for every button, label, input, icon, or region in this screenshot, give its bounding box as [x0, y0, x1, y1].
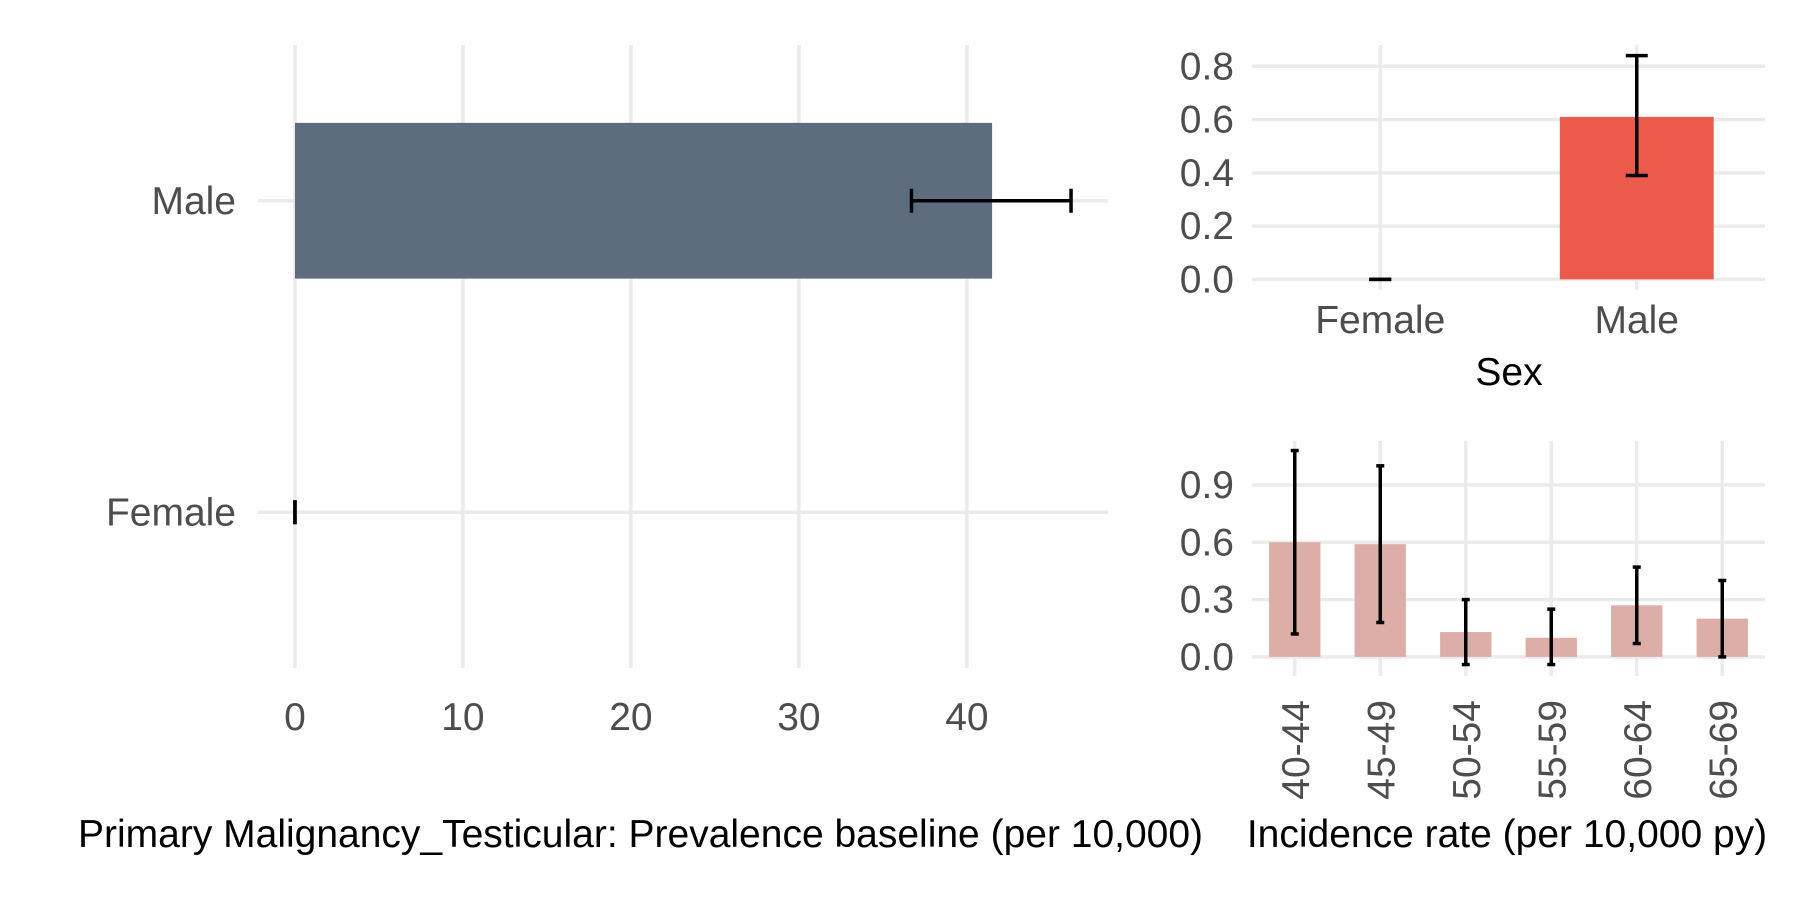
sex-axis-title: Sex — [1475, 351, 1543, 394]
x-tick-label: 45-49 — [1360, 700, 1403, 800]
y-tick-label: 0.9 — [1180, 464, 1234, 507]
x-tick-label: 55-59 — [1531, 700, 1574, 800]
y-tick-label: 0.4 — [1180, 152, 1234, 195]
x-tick-label: 60-64 — [1617, 700, 1660, 800]
x-tick-label: 40 — [945, 696, 988, 739]
y-tick-label: 0.2 — [1180, 205, 1234, 248]
x-tick-label: Male — [1594, 299, 1679, 342]
category-label: Male — [151, 180, 236, 223]
x-tick-label: 40-44 — [1275, 700, 1318, 800]
y-tick-label: 0.3 — [1180, 579, 1234, 622]
x-tick-label: 30 — [777, 696, 820, 739]
x-tick-label: 10 — [441, 696, 484, 739]
x-tick-label: 50-54 — [1446, 700, 1489, 800]
x-tick-label: 65-69 — [1702, 700, 1745, 800]
y-tick-label: 0.8 — [1180, 45, 1234, 88]
incidence-axis-title: Incidence rate (per 10,000 py) — [1247, 813, 1767, 856]
y-tick-label: 0.6 — [1180, 99, 1234, 142]
y-tick-label: 0.6 — [1180, 521, 1234, 564]
y-tick-label: 0.0 — [1180, 258, 1234, 301]
prevalence-chart: Female Male 0 10 20 30 40 — [106, 45, 1108, 739]
prevalence-axis-title: Primary Malignancy_Testicular: Prevalenc… — [78, 813, 1203, 856]
prevalence-bar — [294, 122, 993, 279]
x-tick-label: 20 — [609, 696, 652, 739]
y-tick-label: 0.0 — [1180, 636, 1234, 679]
x-tick-label: Female — [1315, 299, 1445, 342]
incidence-by-sex-chart: Female Male 0.0 0.2 0.4 0.6 0.8 — [1180, 45, 1765, 342]
category-label: Female — [106, 491, 236, 534]
incidence-by-age-chart: 40-44 45-49 50-54 55-59 60-64 65-69 0.0 0.3 0.6 0… — [1180, 441, 1765, 800]
x-tick-label: 0 — [284, 696, 306, 739]
